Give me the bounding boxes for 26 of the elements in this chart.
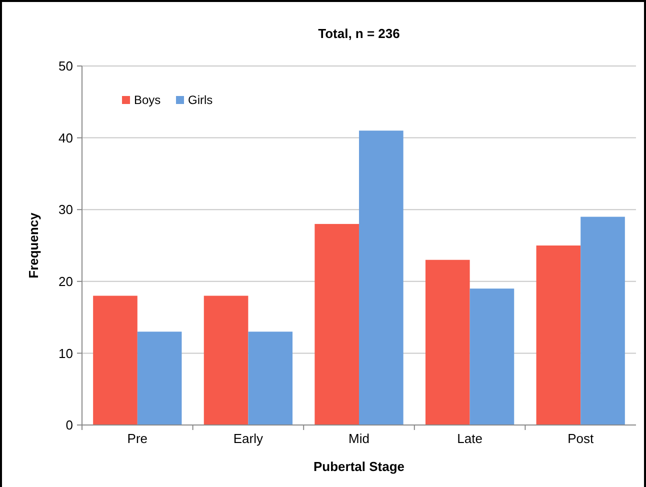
y-axis-title: Frequency <box>26 212 41 278</box>
y-tick-label: 40 <box>58 130 73 146</box>
legend-label: Boys <box>134 93 161 108</box>
bar <box>314 224 359 425</box>
bar <box>359 130 404 425</box>
x-tick-label: Mid <box>348 431 370 446</box>
bar <box>425 260 470 425</box>
bar <box>536 246 581 425</box>
y-tick-label: 10 <box>58 346 73 361</box>
x-axis-title: Pubertal Stage <box>313 459 405 474</box>
y-tick-label: 20 <box>58 274 73 289</box>
y-tick-label: 50 <box>58 58 73 74</box>
x-tick-label: Pre <box>127 431 148 446</box>
bar <box>470 288 514 425</box>
chart-title: Total, n = 236 <box>318 26 400 41</box>
x-tick-label: Early <box>233 431 264 446</box>
legend-label: Girls <box>188 93 213 108</box>
y-tick-label: 0 <box>66 418 73 433</box>
bar <box>93 296 138 425</box>
x-tick-label: Post <box>568 431 594 446</box>
y-tick-label: 30 <box>58 202 73 218</box>
bar <box>204 296 248 425</box>
bar <box>580 216 625 425</box>
bar <box>248 332 293 425</box>
bar <box>137 332 182 425</box>
x-tick-label: Late <box>457 431 482 446</box>
